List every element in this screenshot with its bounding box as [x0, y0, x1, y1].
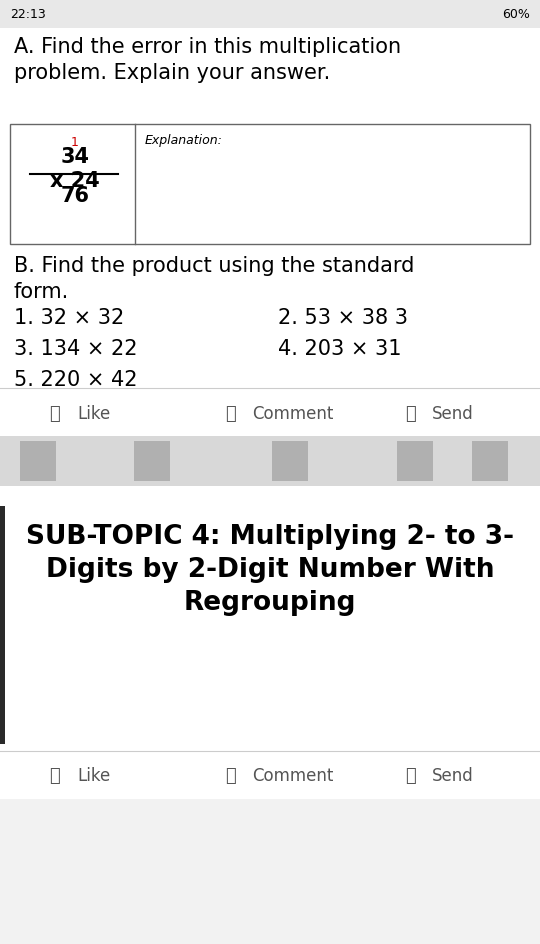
- Text: 4. 203 × 31: 4. 203 × 31: [278, 339, 402, 359]
- Text: 👍: 👍: [50, 405, 60, 423]
- Text: Explanation:: Explanation:: [145, 134, 223, 147]
- Text: 📤: 📤: [404, 405, 415, 423]
- Bar: [134, 441, 170, 481]
- Bar: [397, 441, 433, 481]
- Text: Like: Like: [77, 767, 110, 785]
- Text: Comment: Comment: [252, 767, 333, 785]
- Text: Like: Like: [77, 405, 110, 423]
- Text: 1. 32 × 32: 1. 32 × 32: [14, 308, 124, 328]
- Text: 5. 220 × 42: 5. 220 × 42: [14, 370, 138, 390]
- Text: 🗨: 🗨: [225, 405, 235, 423]
- Bar: [0, 799, 540, 944]
- Text: Send: Send: [432, 767, 474, 785]
- Bar: [10, 124, 530, 244]
- Text: 📤: 📤: [404, 767, 415, 785]
- Bar: [272, 441, 308, 481]
- Text: 👍: 👍: [50, 767, 60, 785]
- Bar: [0, 436, 540, 486]
- Text: 1: 1: [71, 136, 79, 149]
- Text: Comment: Comment: [252, 405, 333, 423]
- Text: 3. 134 × 22: 3. 134 × 22: [14, 339, 138, 359]
- Text: A. Find the error in this multiplication
problem. Explain your answer.: A. Find the error in this multiplication…: [14, 37, 401, 83]
- Bar: [20, 441, 56, 481]
- Text: 76: 76: [60, 186, 90, 206]
- Text: 2. 53 × 38 3: 2. 53 × 38 3: [278, 308, 408, 328]
- Text: 34: 34: [60, 147, 90, 167]
- Bar: [0, 506, 5, 744]
- Bar: [472, 441, 508, 481]
- Text: 🗨: 🗨: [225, 767, 235, 785]
- Text: Send: Send: [432, 405, 474, 423]
- Text: B. Find the product using the standard
form.: B. Find the product using the standard f…: [14, 256, 414, 301]
- Text: x 24: x 24: [50, 171, 100, 191]
- Text: 60%: 60%: [502, 8, 530, 21]
- Bar: [0, 0, 540, 28]
- Bar: [0, 486, 540, 764]
- Text: 22:13: 22:13: [10, 8, 46, 21]
- Text: SUB-TOPIC 4: Multiplying 2- to 3-
Digits by 2-Digit Number With
Regrouping: SUB-TOPIC 4: Multiplying 2- to 3- Digits…: [26, 524, 514, 616]
